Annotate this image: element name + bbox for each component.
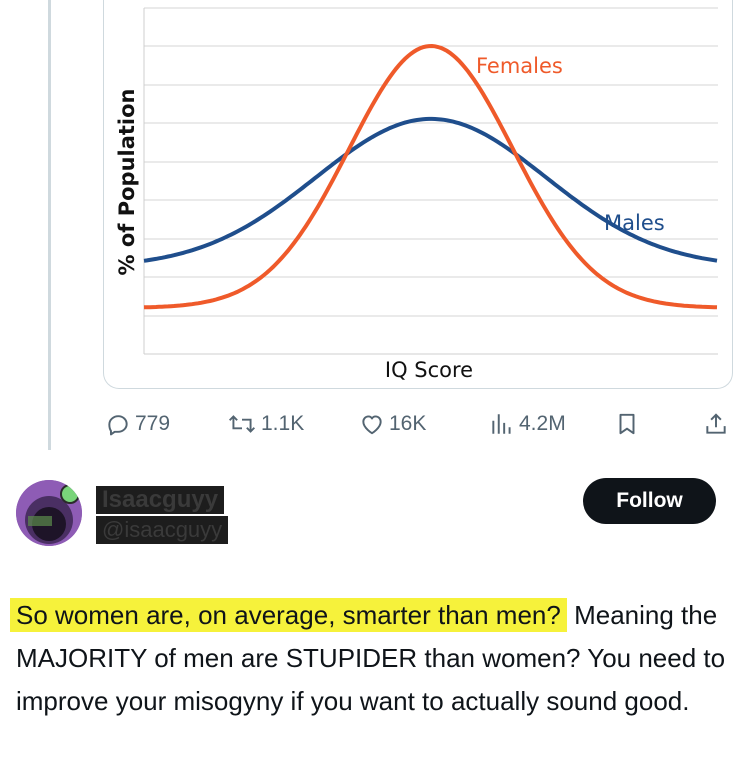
follow-button[interactable]: Follow bbox=[583, 478, 716, 524]
reply-text: So women are, on average, smarter than m… bbox=[10, 594, 736, 723]
bookmark-icon bbox=[619, 413, 635, 435]
series-line-males bbox=[143, 116, 718, 263]
author-handle[interactable]: @isaacguyy bbox=[96, 516, 229, 544]
repost-count: 1.1K bbox=[261, 412, 305, 435]
tweet-action-bar: 779 1.1K 16K 4.2M bbox=[103, 404, 731, 444]
reply-icon bbox=[108, 415, 128, 436]
y-axis-label: % of Population bbox=[115, 88, 139, 275]
repost-icon bbox=[228, 415, 256, 433]
iq-distribution-chart: Females Males IQ Score % of Population bbox=[115, 7, 718, 382]
like-button[interactable]: 16K bbox=[359, 404, 426, 444]
repost-button[interactable]: 1.1K bbox=[227, 404, 304, 444]
thread-connector-line bbox=[48, 0, 51, 450]
views-count: 4.2M bbox=[519, 412, 566, 435]
bookmark-button[interactable] bbox=[614, 404, 640, 444]
reply-body: Meaning the MAJORITY of men are STUPIDER… bbox=[16, 600, 726, 716]
chart-grid bbox=[144, 7, 718, 317]
share-button[interactable] bbox=[703, 404, 729, 444]
avatar[interactable] bbox=[16, 480, 82, 546]
series-label-females: Females bbox=[476, 54, 563, 78]
series-label-males: Males bbox=[604, 211, 665, 235]
views-chart-icon bbox=[492, 414, 511, 434]
views-button[interactable]: 4.2M bbox=[489, 404, 566, 444]
avatar-image-icon bbox=[16, 480, 82, 546]
heart-icon bbox=[362, 415, 382, 435]
x-axis-label: IQ Score bbox=[385, 358, 473, 382]
reply-button[interactable]: 779 bbox=[105, 404, 170, 444]
series-line-females bbox=[143, 43, 718, 310]
highlighted-sentence: So women are, on average, smarter than m… bbox=[10, 598, 567, 632]
share-icon bbox=[706, 413, 726, 434]
like-count: 16K bbox=[389, 412, 427, 435]
reply-author-block[interactable]: Isaacguyy @isaacguyy bbox=[96, 486, 229, 544]
reply-count: 779 bbox=[135, 412, 171, 435]
author-display-name[interactable]: Isaacguyy bbox=[96, 486, 225, 514]
tweet-media-chart[interactable]: Females Males IQ Score % of Population bbox=[103, 0, 733, 389]
